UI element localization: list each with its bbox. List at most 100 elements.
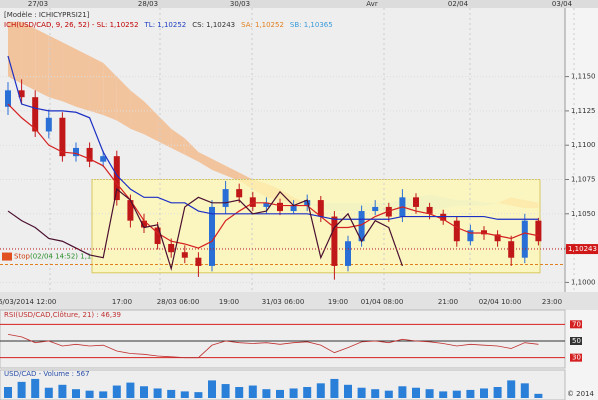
cloud-segment (35, 28, 49, 98)
volume-bar (276, 389, 284, 398)
stop-badge (2, 252, 12, 261)
rsi-level-label: 30 (572, 354, 581, 362)
candle-body (100, 156, 107, 162)
candle-body (249, 197, 256, 207)
volume-bar (466, 389, 475, 398)
volume-bar (452, 390, 461, 398)
candle-body (358, 211, 365, 242)
candle-body (141, 220, 147, 228)
stop-text: (02/04 14:52) 1,1 (30, 253, 91, 261)
cloud-segment (89, 56, 104, 116)
indicator-item: TL: 1,10252 (144, 21, 187, 29)
top-date-label: 27/03 (28, 0, 48, 8)
y-tick-label: 1,1150 (571, 73, 596, 81)
candle-body (168, 243, 175, 253)
cloud-segment (62, 42, 76, 107)
candle-body (521, 220, 528, 258)
time-label: 19:00 (219, 298, 239, 306)
indicator-line (7, 55, 539, 220)
candle-body (32, 97, 39, 132)
indicator-item: SB: 1,10365 (290, 21, 333, 29)
volume-bar (493, 387, 502, 398)
candle-body (154, 227, 161, 244)
cloud-segment (103, 62, 117, 121)
volume-bar (330, 378, 339, 398)
candle-body (222, 189, 229, 207)
zone (91, 178, 541, 274)
candle-body (481, 230, 487, 235)
candle-body (236, 189, 243, 198)
volume-bar (4, 387, 12, 398)
volume-bar (316, 383, 325, 398)
y-tick-label: 1,1100 (571, 141, 596, 149)
volume-bar (398, 386, 407, 398)
candle-body (385, 206, 392, 217)
cloud-segment (21, 21, 36, 91)
time-label: 17:00 (112, 298, 132, 306)
candle-body (453, 220, 460, 242)
price-badge (566, 244, 598, 255)
candle-body (372, 206, 379, 212)
candle-body (467, 230, 474, 242)
time-label: 23:00 (542, 298, 562, 306)
model-label: [Modèle : ICHICYPRSI21] (4, 11, 90, 19)
volume-bar (126, 382, 135, 398)
rsi-level-badge (570, 320, 582, 329)
indicator-line (7, 103, 539, 249)
volume-bar (112, 385, 121, 398)
top-date-label: Avr (366, 0, 378, 8)
cloud-segment (198, 152, 212, 170)
volume-bar (248, 385, 257, 398)
candle-body (86, 147, 93, 162)
volume-bar (221, 384, 230, 398)
volume-bar (140, 386, 148, 398)
top-date-label: 03/04 (552, 0, 573, 8)
volume-bar (384, 390, 393, 398)
candle-body (59, 117, 66, 157)
copyright: © 2014 (567, 390, 595, 398)
volume-bar (17, 381, 26, 398)
volume-bar (507, 380, 516, 398)
time-label: 02/04 10:00 (479, 298, 522, 306)
volume-bar (31, 378, 40, 398)
rsi-level-label: 50 (572, 337, 581, 345)
y-tick-label: 1,1125 (571, 107, 596, 115)
volume-bar (44, 387, 53, 398)
candle-body (127, 200, 134, 221)
cloud-segment (157, 115, 172, 148)
rsi-level-badge (570, 337, 582, 345)
candle-body (181, 252, 188, 258)
candle-body (508, 241, 515, 258)
volume-bar (289, 388, 298, 398)
volume-bar (99, 391, 108, 398)
candle-body (440, 213, 447, 221)
volume-bar (194, 392, 203, 398)
rsi-line (7, 333, 539, 359)
time-label: 19:00 (328, 298, 348, 306)
rsi-level-badge (570, 353, 582, 362)
volume-bar (412, 387, 420, 398)
candle-body (263, 202, 270, 207)
volume-bar (371, 389, 380, 398)
candle-body (5, 90, 11, 107)
price-label: 1,10243 (568, 245, 597, 253)
candle-body (304, 200, 311, 206)
candle-body (195, 257, 202, 266)
volume-bar (208, 380, 216, 398)
indicator-line (7, 188, 403, 272)
stop-label: Stop (14, 253, 30, 261)
candle-body (345, 241, 351, 266)
cloud-segment (225, 165, 240, 181)
time-label: 28/03 06:00 (157, 298, 200, 306)
cloud-segment (76, 49, 90, 111)
volume-bar (344, 384, 352, 398)
time-label: 31/03 06:00 (262, 298, 305, 306)
candle-body (277, 202, 283, 212)
volume-bar (480, 388, 488, 398)
indicator-item: CS: 1,10243 (192, 21, 235, 29)
candle-body (426, 206, 433, 214)
cloud-segment (171, 128, 185, 155)
volume-title: USD/CAD - Volume : 567 (4, 370, 90, 378)
cloud-segment (184, 138, 199, 162)
